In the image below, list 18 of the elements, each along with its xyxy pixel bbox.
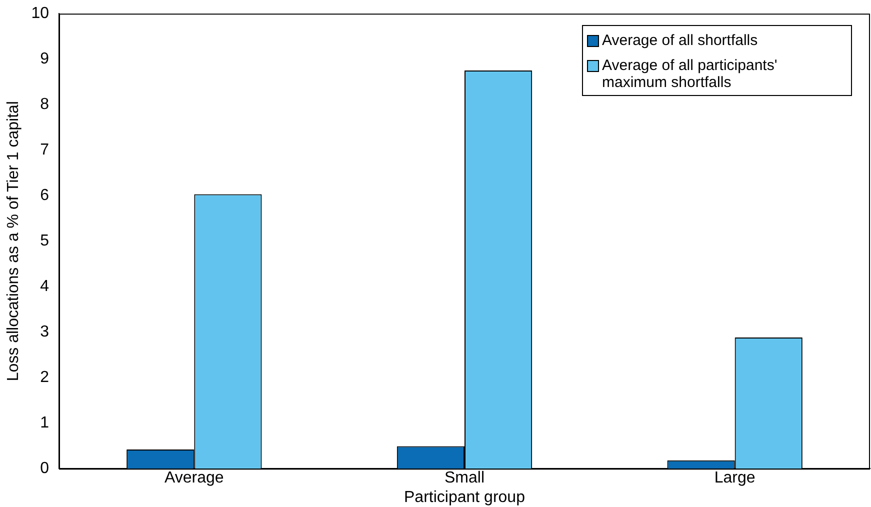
x-tick-label: Average bbox=[164, 470, 224, 487]
y-tick-label: 7 bbox=[40, 142, 50, 159]
y-tick-label: 1 bbox=[40, 414, 50, 432]
legend-label: Average of all participants' maximum shortfalls bbox=[602, 56, 778, 91]
y-tick-label: 9 bbox=[40, 50, 50, 68]
y-tick-label: 6 bbox=[40, 187, 50, 204]
y-tick-label: 3 bbox=[40, 324, 50, 341]
y-tick-label: 4 bbox=[40, 278, 50, 296]
legend-label: Average of all shortfalls bbox=[602, 32, 758, 49]
y-tick-label: 8 bbox=[40, 96, 50, 114]
y-tick-label: 5 bbox=[40, 232, 50, 250]
x-tick-label: Small bbox=[444, 470, 485, 487]
y-axis-title: Loss allocations as a % of Tier 1 capital bbox=[5, 101, 22, 382]
x-tick-label: Large bbox=[714, 470, 756, 487]
y-tick-label: 0 bbox=[40, 460, 50, 478]
y-tick-label: 2 bbox=[40, 369, 50, 386]
y-tick-label: 10 bbox=[31, 5, 50, 22]
x-axis-title: Participant group bbox=[404, 488, 526, 506]
